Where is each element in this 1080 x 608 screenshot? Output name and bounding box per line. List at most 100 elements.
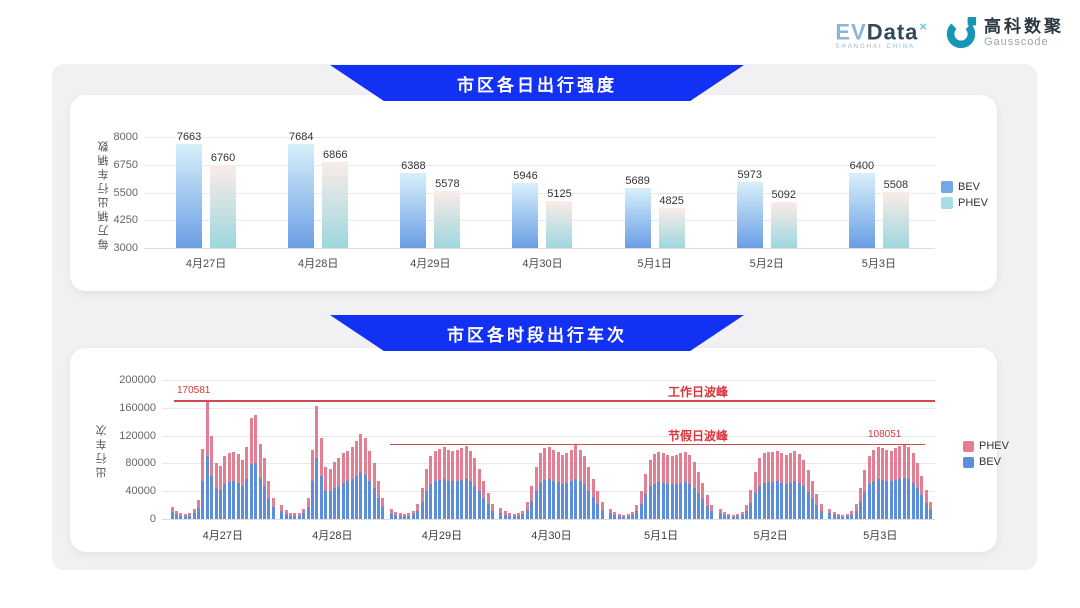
phev-segment xyxy=(508,513,512,517)
stacked-bar xyxy=(622,514,626,519)
chart1-x-tick-label: 4月29日 xyxy=(410,258,451,270)
stacked-bar xyxy=(346,450,350,519)
chart1-x-tick-label: 5月2日 xyxy=(749,258,784,270)
legend-item-bev[interactable]: BEV xyxy=(963,456,1009,468)
phev-segment xyxy=(372,463,376,489)
phev-segment xyxy=(832,512,836,515)
bev-segment xyxy=(841,516,845,519)
bev-segment xyxy=(302,513,306,519)
stacked-bar xyxy=(372,463,376,519)
phev-segment xyxy=(477,468,481,492)
bev-segment xyxy=(289,515,293,519)
chart2-gridline xyxy=(162,380,935,381)
bev-swatch-icon xyxy=(963,456,974,468)
stacked-bar xyxy=(249,418,253,519)
stacked-bar xyxy=(543,448,547,519)
bev-segment xyxy=(280,511,284,519)
stacked-bar xyxy=(929,501,933,519)
phev-segment xyxy=(696,471,700,494)
gausscode-mark-icon xyxy=(946,17,977,49)
phev-swatch-icon xyxy=(941,197,953,209)
stacked-bar xyxy=(749,489,753,519)
chart2-legend: PHEV BEV xyxy=(963,440,1009,468)
stacked-bar xyxy=(705,494,709,519)
bev-segment xyxy=(210,475,214,519)
bev-segment xyxy=(381,507,385,519)
stacked-bar xyxy=(398,513,402,519)
phev-segment xyxy=(736,514,740,517)
gausscode-name-en: Gausscode xyxy=(984,36,1049,49)
phev-segment xyxy=(929,501,933,510)
bev-segment xyxy=(560,483,564,519)
chart2-y-tick-label: 0 xyxy=(149,513,156,525)
phev-segment xyxy=(241,459,245,487)
phev-segment xyxy=(394,512,398,515)
bev-segment xyxy=(512,516,516,519)
legend-item-bev[interactable]: BEV xyxy=(941,181,988,193)
phev-segment xyxy=(872,449,876,481)
chart1-bar-group: 5946 5125 xyxy=(486,137,598,248)
bev-segment xyxy=(547,479,551,519)
bev-segment xyxy=(836,516,840,519)
bev-segment xyxy=(819,510,823,519)
stacked-bar xyxy=(600,502,604,519)
phev-segment xyxy=(596,491,600,504)
stacked-bar xyxy=(832,512,836,519)
bev-segment xyxy=(201,480,205,519)
phev-segment xyxy=(731,514,735,517)
chart1-x-tick-label: 5月3日 xyxy=(861,258,897,270)
bev-bar: 6388 xyxy=(400,160,427,248)
phev-segment xyxy=(582,456,586,485)
stacked-bar xyxy=(241,459,245,519)
stacked-bar xyxy=(565,453,569,519)
phev-segment xyxy=(381,498,385,508)
bev-segment xyxy=(499,512,503,519)
stacked-bar xyxy=(477,468,481,519)
legend-item-phev[interactable]: PHEV xyxy=(941,197,988,209)
bev-bar: 5946 xyxy=(512,170,539,248)
legend-item-phev[interactable]: PHEV xyxy=(963,440,1009,452)
stacked-bar xyxy=(254,415,258,519)
bar-value-label: 7663 xyxy=(176,131,202,144)
bev-segment xyxy=(521,514,525,519)
bev-segment xyxy=(683,482,687,519)
phev-segment xyxy=(192,509,196,514)
bev-segment xyxy=(784,483,788,519)
chart2-x-tick-label: 4月28日 xyxy=(312,530,353,542)
stacked-bar xyxy=(416,503,420,519)
stacked-bar xyxy=(311,449,315,519)
phev-segment xyxy=(920,475,924,496)
stacked-bar xyxy=(784,455,788,519)
phev-segment xyxy=(359,434,363,473)
stacked-bar xyxy=(876,446,880,519)
phev-segment xyxy=(210,436,214,476)
stacked-bar xyxy=(661,453,665,519)
bev-segment xyxy=(802,486,806,519)
phev-segment xyxy=(674,455,678,484)
hourly-trips-banner: 市区各时段出行车次 xyxy=(330,315,744,351)
bev-segment xyxy=(525,509,529,519)
phev-segment xyxy=(701,482,705,499)
workday-peak-line xyxy=(174,400,935,402)
phev-segment xyxy=(249,418,253,465)
bev-segment xyxy=(433,481,437,519)
stacked-bar xyxy=(727,514,731,519)
phev-segment xyxy=(245,446,249,480)
stacked-bar xyxy=(819,504,823,519)
chart1-bar-group: 6400 5508 xyxy=(823,137,935,248)
stacked-bar xyxy=(179,513,183,519)
stacked-bar xyxy=(267,480,271,519)
phev-segment xyxy=(416,503,420,511)
stacked-bar xyxy=(381,498,385,519)
chart2-y-tick-label: 200000 xyxy=(119,374,156,386)
bev-segment xyxy=(411,514,415,519)
phev-segment xyxy=(810,481,814,499)
chart1-y-tick-label: 8000 xyxy=(113,131,138,143)
phev-segment xyxy=(815,494,819,506)
stacked-bar xyxy=(525,502,529,519)
phev-segment xyxy=(639,491,643,504)
stacked-bar xyxy=(547,446,551,519)
bev-segment xyxy=(389,513,393,519)
phev-segment xyxy=(740,512,744,515)
phev-segment xyxy=(766,451,770,483)
